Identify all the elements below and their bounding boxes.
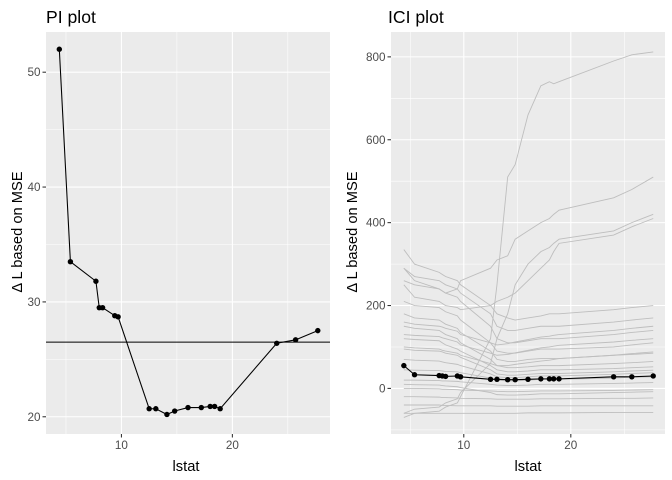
left-y-axis-title: Δ L based on MSE — [10, 171, 26, 292]
ici-ice-curve — [403, 383, 654, 396]
ici-ice-curve — [403, 411, 654, 414]
ici-data-point — [504, 377, 511, 383]
pi-data-point — [115, 314, 121, 320]
ici-data-point — [512, 377, 518, 383]
pi-data-point — [146, 406, 152, 412]
pi-panel-background — [46, 32, 330, 434]
pi-data-point — [185, 404, 191, 411]
ici-y-tick-label: 0 — [379, 382, 386, 395]
pi-data-point — [99, 304, 106, 311]
pi-x-tick-label: 10 — [115, 439, 129, 452]
ici-data-point — [650, 373, 656, 379]
pi-data-point — [164, 411, 170, 418]
pi-y-tick-label: 50 — [27, 66, 41, 79]
ici-ice-curve — [403, 348, 654, 376]
ici-ice-curve — [403, 218, 654, 311]
ici-ice-curve — [403, 280, 654, 344]
ici-x-tick-label: 20 — [564, 439, 578, 452]
pi-data-point — [153, 406, 159, 412]
pi-data-point — [207, 403, 213, 410]
ici-data-point — [494, 376, 500, 382]
ici-ice-curve — [403, 267, 654, 331]
pi-y-tick-label: 30 — [27, 296, 41, 309]
ici-ice-curve — [403, 379, 654, 386]
ici-y-tick-label: 600 — [366, 134, 386, 147]
ici-ice-curve — [403, 396, 654, 400]
pi-data-point — [274, 340, 280, 346]
ici-ice-curve — [403, 325, 654, 369]
pi-data-point — [315, 327, 321, 334]
ici-ice-curve — [403, 321, 654, 346]
pi-data-point — [217, 406, 223, 412]
pi-y-tick-label: 40 — [27, 181, 41, 194]
ici-data-point — [411, 372, 418, 378]
ici-y-tick-label: 400 — [366, 217, 386, 230]
ici-data-point — [442, 373, 449, 380]
ici-ice-curve — [403, 300, 654, 354]
ici-data-point — [546, 376, 553, 382]
left-plot-title: PI plot — [46, 7, 96, 27]
pi-data-point — [171, 408, 178, 414]
right-plot-title: ICI plot — [388, 7, 444, 27]
ici-ice-curve — [403, 338, 654, 373]
ici-ice-curve — [403, 334, 654, 356]
pi-plot-panel: 10 20 20 30 40 50 — [27, 32, 330, 452]
ici-data-point — [610, 374, 617, 380]
ici-data-point — [556, 376, 562, 382]
ici-ice-curve — [403, 387, 654, 393]
ici-data-point — [401, 362, 407, 369]
pi-data-point — [93, 278, 99, 284]
ici-data-point — [629, 374, 635, 380]
ici-data-point — [538, 376, 544, 382]
ici-data-point — [525, 376, 531, 382]
ici-y-tick-label: 800 — [366, 51, 386, 64]
right-x-axis-title: lstat — [515, 459, 542, 475]
pi-data-point — [211, 403, 218, 410]
ici-ice-curve — [403, 51, 654, 418]
pi-data-point — [292, 337, 299, 343]
pi-data-point — [198, 404, 205, 411]
pi-x-tick-label: 20 — [226, 439, 240, 452]
left-x-axis-title: lstat — [173, 459, 200, 475]
pi-data-point — [67, 259, 74, 265]
pi-data-point — [56, 46, 63, 52]
ici-x-tick-label: 10 — [457, 439, 471, 452]
ici-y-tick-label: 200 — [366, 300, 386, 313]
right-y-axis-title: Δ L based on MSE — [345, 171, 361, 292]
ici-data-point — [457, 374, 464, 380]
ici-data-point — [550, 376, 557, 382]
ici-ice-curve — [403, 404, 654, 407]
pi-y-tick-label: 20 — [27, 411, 41, 424]
ici-data-point — [487, 376, 494, 382]
ici-ice-curve — [403, 249, 654, 321]
ici-ice-curve — [403, 346, 654, 367]
